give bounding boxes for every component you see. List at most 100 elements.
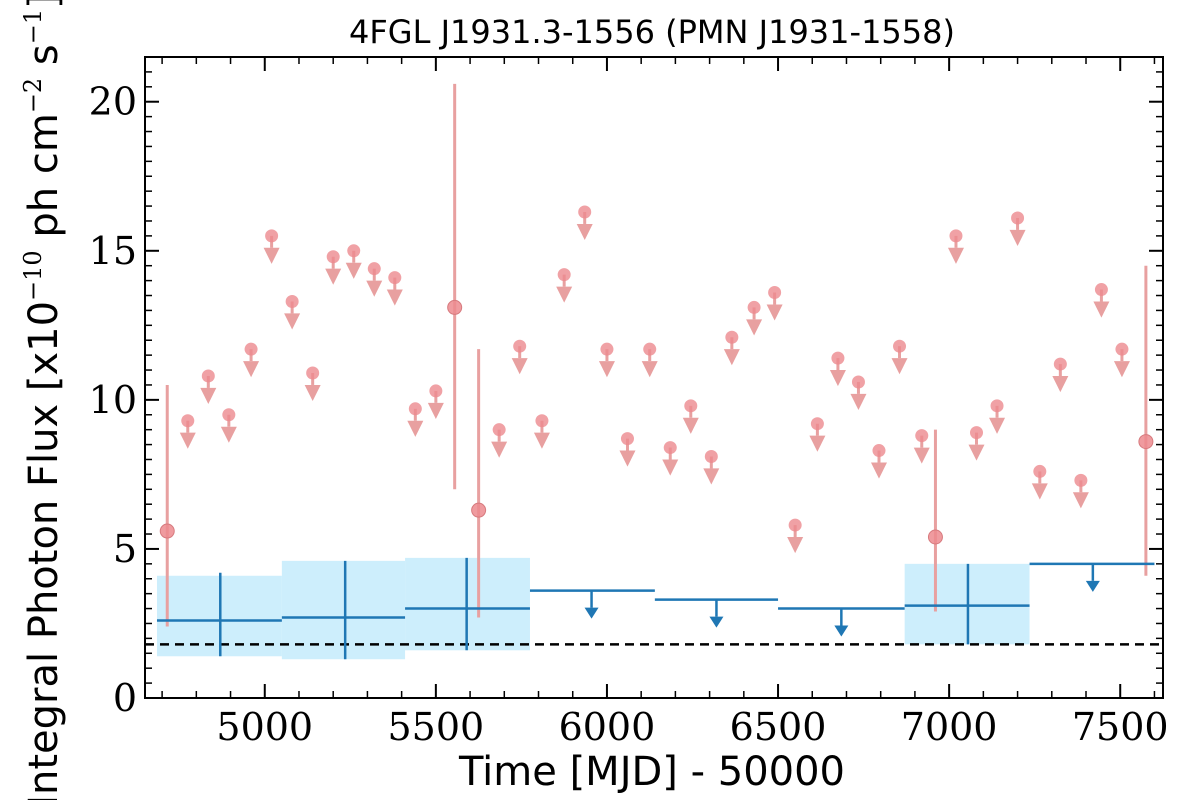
y-tick-label-3: 15 xyxy=(89,229,137,273)
detection-point-1 xyxy=(447,299,463,315)
upper-limit-point-22 xyxy=(684,399,698,413)
y-tick-label-4: 20 xyxy=(89,80,137,124)
upper-limit-point-37 xyxy=(1011,211,1025,225)
upper-limit-arrow-36 xyxy=(989,417,1006,434)
plot-frame xyxy=(144,56,1164,699)
upper-limit-point-8 xyxy=(347,244,361,258)
upper-limit-arrow-18 xyxy=(598,361,615,378)
upper-limit-arrow-13 xyxy=(491,441,508,458)
axes-frame xyxy=(144,56,1164,699)
upper-limit-point-16 xyxy=(557,268,571,282)
upper-limit-point-2 xyxy=(222,408,236,422)
upper-limit-point-11 xyxy=(408,402,422,416)
upper-limit-point-30 xyxy=(851,375,865,389)
long-bin-ul-arrow-0 xyxy=(584,607,599,619)
y-axis-label-prefix: Integral Photon Flux [x10 xyxy=(21,301,67,800)
x-tick-label-3: 6500 xyxy=(730,705,827,749)
upper-limit-point-6 xyxy=(306,366,320,380)
upper-limit-point-4 xyxy=(265,229,279,243)
x-axis-label: Time [MJD] - 50000 xyxy=(458,749,845,795)
upper-limit-arrow-41 xyxy=(1093,301,1110,318)
upper-limit-arrow-0 xyxy=(179,432,196,449)
upper-limit-point-24 xyxy=(725,330,739,344)
upper-limit-arrow-4 xyxy=(263,247,280,264)
upper-limit-point-21 xyxy=(663,441,677,455)
upper-limit-point-29 xyxy=(831,351,845,365)
upper-limit-arrow-28 xyxy=(809,435,826,452)
upper-limit-point-12 xyxy=(429,384,443,398)
upper-limit-point-32 xyxy=(893,339,907,353)
upper-limit-arrow-37 xyxy=(1009,229,1026,247)
upper-limit-point-14 xyxy=(513,339,527,353)
x-tick-label-2: 6000 xyxy=(559,705,656,749)
upper-limit-arrow-38 xyxy=(1031,483,1048,500)
x-tick-label-0: 5000 xyxy=(216,705,313,749)
upper-limit-point-41 xyxy=(1094,283,1108,297)
upper-limit-point-18 xyxy=(600,342,614,356)
chart-title: 4FGL J1931.3-1556 (PMN J1931-1558) xyxy=(349,13,955,51)
upper-limit-point-38 xyxy=(1033,464,1047,478)
upper-limit-arrow-5 xyxy=(284,313,301,330)
upper-limit-point-42 xyxy=(1115,342,1129,356)
upper-limit-arrow-20 xyxy=(641,361,658,378)
long-bin-ul-arrow-2 xyxy=(834,625,849,637)
x-tick-label-4: 7000 xyxy=(901,705,998,749)
long-bin-layer xyxy=(156,557,1155,660)
upper-limit-point-9 xyxy=(367,262,381,276)
y-tick-label-1: 5 xyxy=(113,527,137,571)
upper-limit-arrow-6 xyxy=(304,384,321,402)
upper-limit-arrow-7 xyxy=(325,268,342,285)
axis-ticks xyxy=(145,57,1163,699)
upper-limit-point-34 xyxy=(949,229,963,243)
long-bin-band-1 xyxy=(281,560,406,660)
upper-limit-arrow-16 xyxy=(556,286,573,303)
upper-limit-arrow-22 xyxy=(682,417,699,434)
upper-limit-arrow-17 xyxy=(576,223,593,241)
upper-limit-arrow-25 xyxy=(746,319,763,336)
upper-limit-arrow-24 xyxy=(723,349,740,366)
upper-limit-point-5 xyxy=(285,294,299,308)
upper-limit-arrow-1 xyxy=(200,387,217,405)
y-axis-label-exp1: −10 xyxy=(19,250,47,301)
upper-limit-point-35 xyxy=(970,426,984,440)
upper-limit-arrow-32 xyxy=(891,358,908,375)
upper-limit-point-23 xyxy=(704,450,718,464)
upper-limit-point-36 xyxy=(990,399,1004,413)
detection-point-3 xyxy=(927,529,943,545)
detection-point-4 xyxy=(1138,434,1154,450)
upper-limit-arrow-11 xyxy=(407,420,424,437)
upper-limit-arrow-42 xyxy=(1113,361,1130,378)
upper-limit-point-28 xyxy=(810,417,824,431)
upper-limit-point-10 xyxy=(388,271,402,285)
upper-limit-point-0 xyxy=(181,414,195,428)
tick-labels: 5000 5500 6000 6500 7000 7500 0 5 10 15 20 xyxy=(89,80,1169,749)
upper-limit-arrow-9 xyxy=(366,280,383,297)
upper-limit-arrow-31 xyxy=(870,462,887,479)
short-bin-layer xyxy=(159,83,1154,627)
upper-limit-arrow-14 xyxy=(511,358,528,375)
y-axis-label-exp3: −1 xyxy=(19,9,47,44)
upper-limit-point-40 xyxy=(1074,473,1088,487)
detection-point-0 xyxy=(159,523,175,539)
y-axis-label-suffix: ] xyxy=(21,0,67,9)
long-bin-ul-arrow-3 xyxy=(1085,580,1100,592)
long-bin-ul-arrow-1 xyxy=(709,616,724,628)
upper-limit-arrow-10 xyxy=(386,289,403,306)
x-tick-label-1: 5500 xyxy=(387,705,484,749)
upper-limit-point-33 xyxy=(915,429,929,443)
upper-limit-arrow-2 xyxy=(220,426,237,443)
upper-limit-point-3 xyxy=(244,342,258,356)
upper-limit-point-25 xyxy=(747,300,761,314)
upper-limit-arrow-40 xyxy=(1072,492,1089,509)
upper-limit-arrow-27 xyxy=(787,537,804,554)
upper-limit-point-17 xyxy=(578,205,592,219)
upper-limit-arrow-34 xyxy=(947,247,964,264)
upper-limit-arrow-35 xyxy=(968,444,985,461)
upper-limit-arrow-21 xyxy=(662,459,679,476)
upper-limit-point-13 xyxy=(492,423,506,437)
upper-limit-point-26 xyxy=(768,286,782,300)
upper-limit-point-1 xyxy=(201,369,215,383)
upper-limit-point-15 xyxy=(535,414,549,428)
detection-point-2 xyxy=(471,502,487,518)
upper-limit-arrow-15 xyxy=(533,432,550,449)
